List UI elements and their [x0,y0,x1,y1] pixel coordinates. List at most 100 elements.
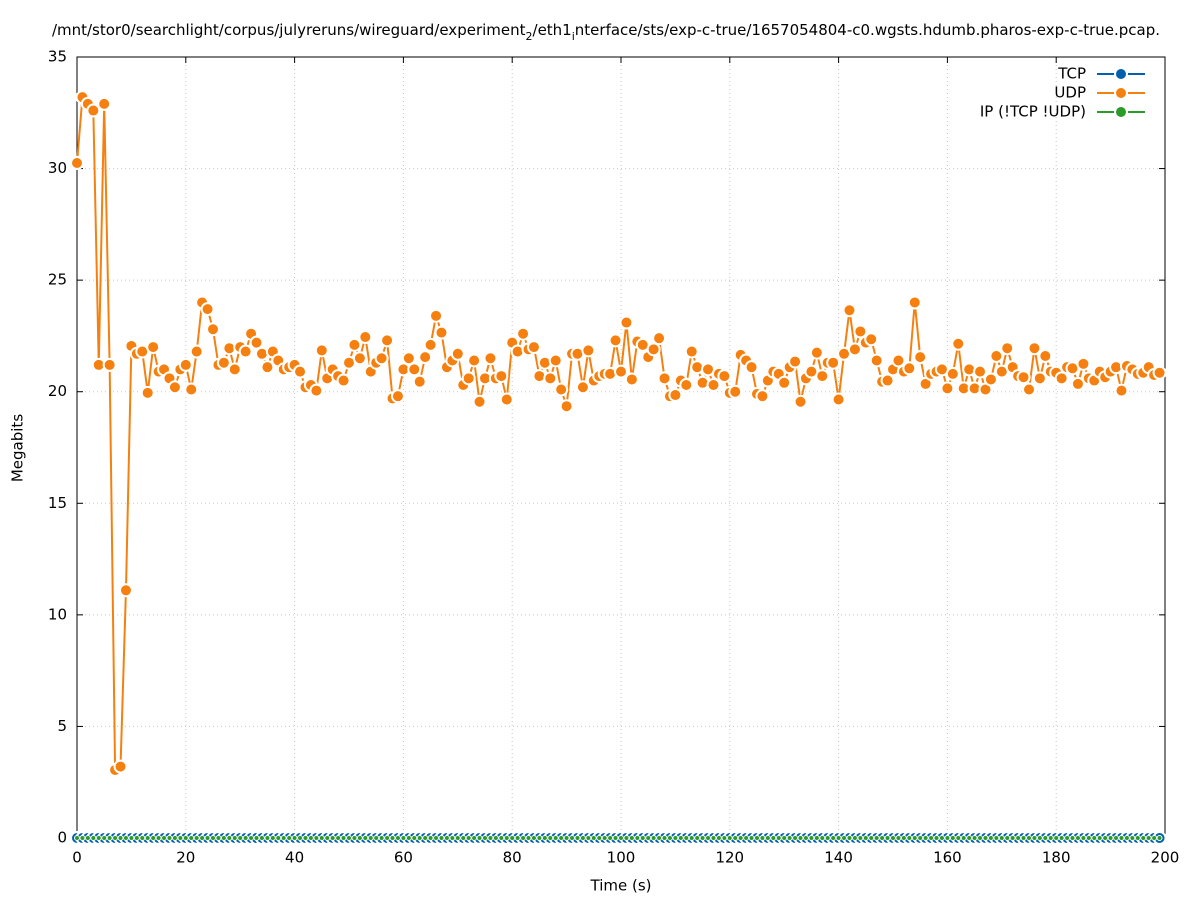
data-point [106,835,113,841]
legend-label: TCP [1057,65,1086,83]
data-point [177,835,184,841]
data-point [422,835,429,841]
data-point [373,835,380,841]
data-point [661,835,668,841]
data-point [1096,835,1103,841]
data-point [220,835,227,841]
data-point [461,371,476,386]
data-point [367,835,374,841]
x-tick-label: 120 [715,849,744,867]
data-point [891,353,906,368]
data-point [951,336,966,351]
data-point [340,835,347,841]
data-point [612,835,619,841]
data-point [646,342,661,357]
data-point [728,384,743,399]
data-point [200,302,215,317]
data-point [297,835,304,841]
data-point [548,353,563,368]
data-point [482,835,488,841]
data-point [902,361,917,376]
data-point [166,835,173,841]
data-point [639,835,646,841]
data-point [1080,835,1087,841]
data-point [226,835,233,841]
data-point [1020,835,1027,841]
data-point [237,835,244,841]
data-point [1031,835,1038,841]
data-point [543,371,558,386]
data-point [460,835,467,841]
data-point [1054,371,1069,386]
legend-label: UDP [1054,84,1086,102]
data-point [868,835,875,841]
data-point [917,835,924,841]
data-point [483,351,498,366]
x-tick-label: 20 [176,849,195,867]
data-point [706,378,721,393]
y-tick-label: 5 [57,717,67,735]
data-point [204,835,211,841]
data-point [705,835,712,841]
data-point [1027,341,1042,356]
data-point [759,835,766,841]
data-point [476,835,483,841]
data-point [324,835,331,841]
y-tick-label: 15 [48,494,67,512]
data-point [210,835,216,841]
data-point [792,835,799,841]
data-point [656,835,663,841]
data-point [944,835,951,841]
x-tick-label: 180 [1042,849,1071,867]
data-point [188,835,195,841]
data-point [1102,835,1109,841]
data-point [873,835,880,841]
data-point [1140,835,1147,841]
data-point [1107,835,1114,841]
data-point [657,371,672,386]
data-point [579,835,586,841]
data-point [102,357,117,372]
data-point [1004,835,1011,841]
data-point [777,375,792,390]
data-point [1151,835,1158,841]
data-point [471,835,478,841]
legend-marker [1114,86,1128,100]
data-point [449,835,456,841]
data-point [869,353,884,368]
data-point [280,835,287,841]
data-point [748,835,755,841]
data-point [1032,371,1047,386]
data-point [184,382,199,397]
data-point [717,369,732,384]
data-point [614,364,628,379]
data-point [242,835,249,841]
data-point [514,835,521,841]
data-point [634,835,641,841]
data-point [688,835,695,841]
data-point [95,835,102,841]
data-point [563,835,570,841]
data-point [401,351,416,366]
data-point [1091,835,1098,841]
data-point [977,835,984,841]
data-point [429,308,444,323]
data-point [309,383,324,398]
data-point [851,835,858,841]
data-point [938,835,945,841]
data-point [826,355,841,370]
data-point [434,325,449,340]
data-point [743,835,750,841]
data-point [416,835,423,841]
data-point [884,835,891,841]
x-tick-label: 80 [503,849,522,867]
data-point [144,835,151,841]
y-tick-label: 10 [48,605,67,623]
data-point [802,835,809,841]
data-point [1118,835,1125,841]
data-point [347,337,362,352]
data-point [1145,835,1152,841]
data-point [492,835,499,841]
data-point [737,835,744,841]
data-point [813,835,820,841]
